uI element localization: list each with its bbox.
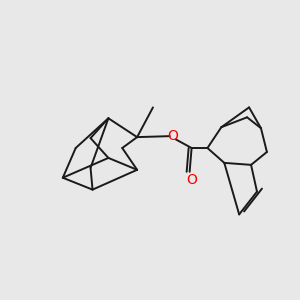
Text: O: O <box>167 129 178 143</box>
Text: O: O <box>186 173 197 187</box>
